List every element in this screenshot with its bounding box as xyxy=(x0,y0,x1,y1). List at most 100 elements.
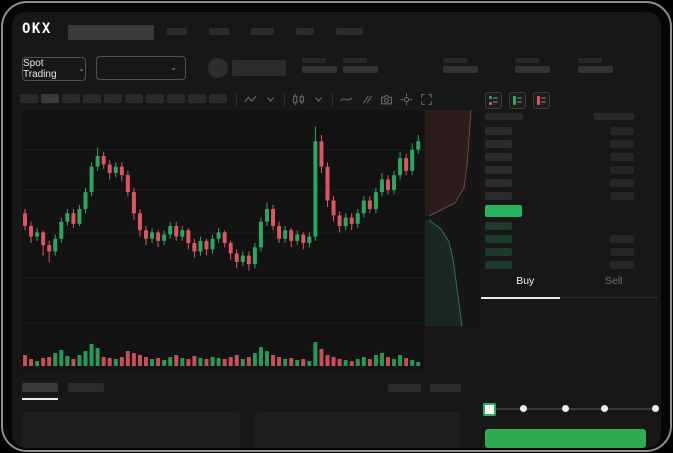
bids-book-icon[interactable] xyxy=(509,92,526,109)
volume-bar xyxy=(265,351,269,366)
wave-icon[interactable] xyxy=(340,93,353,106)
volume-bar xyxy=(240,359,245,366)
camera-icon[interactable] xyxy=(380,93,393,106)
timeframe-button-skeleton[interactable] xyxy=(188,94,206,103)
ask-amount-skeleton xyxy=(610,140,634,148)
candle-body xyxy=(222,232,227,243)
timeframe-button-skeleton[interactable] xyxy=(20,94,38,103)
volume-bar xyxy=(210,357,215,366)
candle-body xyxy=(119,166,124,176)
volume-bar xyxy=(234,355,239,366)
candle-body xyxy=(156,232,161,241)
candle-body xyxy=(174,226,179,237)
chevron-down-icon[interactable] xyxy=(264,93,277,106)
chevron-down-icon[interactable] xyxy=(312,93,325,106)
compare-icon[interactable] xyxy=(360,93,373,106)
pair-select-dropdown[interactable]: ⌄ xyxy=(96,56,186,80)
candle-body xyxy=(325,166,330,201)
slider-stop-4[interactable] xyxy=(651,405,659,412)
ask-amount-skeleton xyxy=(610,153,634,161)
volume-bar xyxy=(392,359,397,366)
candle-body xyxy=(95,156,100,167)
candle-body xyxy=(319,141,324,167)
candle-body xyxy=(349,217,354,224)
timeframe-button-skeleton[interactable] xyxy=(209,94,227,103)
orderbook-view-toggles xyxy=(485,92,550,109)
timeframe-button-skeleton[interactable] xyxy=(167,94,185,103)
candle-body xyxy=(361,200,366,214)
bid-amount-skeleton xyxy=(610,235,634,243)
candle-body xyxy=(29,226,34,237)
volume-bar xyxy=(367,359,372,366)
candle-body xyxy=(162,234,167,241)
nav-item-skeleton[interactable] xyxy=(209,28,229,35)
chevron-down-icon: ⌄ xyxy=(78,64,85,73)
candle-body xyxy=(125,175,130,193)
tab-buy[interactable]: Buy xyxy=(481,267,570,299)
timeframe-button-skeleton[interactable] xyxy=(146,94,164,103)
nav-item-skeleton[interactable] xyxy=(167,28,187,35)
timeframe-button-skeleton[interactable] xyxy=(125,94,143,103)
split-book-icon[interactable] xyxy=(485,92,502,109)
timeframe-button-skeleton[interactable] xyxy=(83,94,101,103)
timeframe-button-skeleton[interactable] xyxy=(62,94,80,103)
timeframe-button-skeleton[interactable] xyxy=(41,94,59,103)
timeframe-button-skeleton[interactable] xyxy=(104,94,122,103)
candle-body xyxy=(137,213,142,231)
zigzag-icon[interactable] xyxy=(244,93,257,106)
volume-bar xyxy=(416,362,421,366)
depth-chart[interactable] xyxy=(425,109,479,327)
ask-amount-skeleton xyxy=(610,127,634,135)
fullscreen-icon[interactable] xyxy=(420,93,433,106)
bottom-tab-active-skeleton[interactable] xyxy=(22,383,58,392)
ask-price-skeleton xyxy=(485,153,512,161)
spot-trading-selector[interactable]: Spot Trading ⌄ xyxy=(22,57,86,81)
stat-label-skeleton xyxy=(443,58,467,63)
slider-track[interactable] xyxy=(489,408,655,410)
bid-amount-skeleton xyxy=(610,248,634,256)
volume-bar xyxy=(192,356,197,366)
slider-stop-1[interactable] xyxy=(519,405,527,412)
asks-depth-line xyxy=(428,109,472,217)
candle-body xyxy=(59,221,64,239)
buy-submit-button[interactable] xyxy=(485,429,646,448)
candle-body xyxy=(234,253,239,263)
volume-bar xyxy=(198,358,203,366)
ask-amount-skeleton xyxy=(610,179,634,187)
candle-body xyxy=(53,238,58,252)
volume-bar xyxy=(398,355,403,366)
candle-body xyxy=(180,230,185,237)
volume-bar xyxy=(89,344,94,366)
volume-bar xyxy=(71,359,76,366)
depth-chart-svg xyxy=(425,109,472,327)
stat-value-skeleton xyxy=(443,66,478,73)
settings-icon[interactable] xyxy=(400,93,413,106)
volume-bar xyxy=(337,359,342,366)
price-chart[interactable] xyxy=(22,110,424,372)
nav-item-skeleton[interactable] xyxy=(336,28,363,35)
volume-bar xyxy=(174,355,179,366)
slider-stop-3[interactable] xyxy=(600,405,608,412)
amount-slider[interactable] xyxy=(481,403,659,416)
volume-bar xyxy=(307,361,312,366)
stat-skeleton xyxy=(443,58,478,73)
candlestick-icon[interactable] xyxy=(292,93,305,106)
volume-bar xyxy=(361,357,366,366)
slider-stop-2[interactable] xyxy=(561,405,569,412)
volume-bar xyxy=(379,353,384,366)
volume-bar xyxy=(373,355,378,366)
candle-body xyxy=(240,255,245,263)
bottom-action-skeleton[interactable] xyxy=(430,384,461,392)
nav-item-skeleton[interactable] xyxy=(296,28,314,35)
stat-value-skeleton xyxy=(302,66,337,73)
asks-book-icon[interactable] xyxy=(533,92,550,109)
nav-item-skeleton[interactable] xyxy=(251,28,274,35)
tab-sell[interactable]: Sell xyxy=(604,275,623,287)
candle-body xyxy=(277,226,282,239)
candle-body xyxy=(373,192,378,210)
bottom-action-skeleton[interactable] xyxy=(388,384,421,392)
bottom-tab-skeleton[interactable] xyxy=(68,383,104,392)
search-bar-skeleton[interactable] xyxy=(68,25,154,40)
volume-bar xyxy=(301,359,306,366)
slider-stop-0[interactable] xyxy=(483,403,496,416)
